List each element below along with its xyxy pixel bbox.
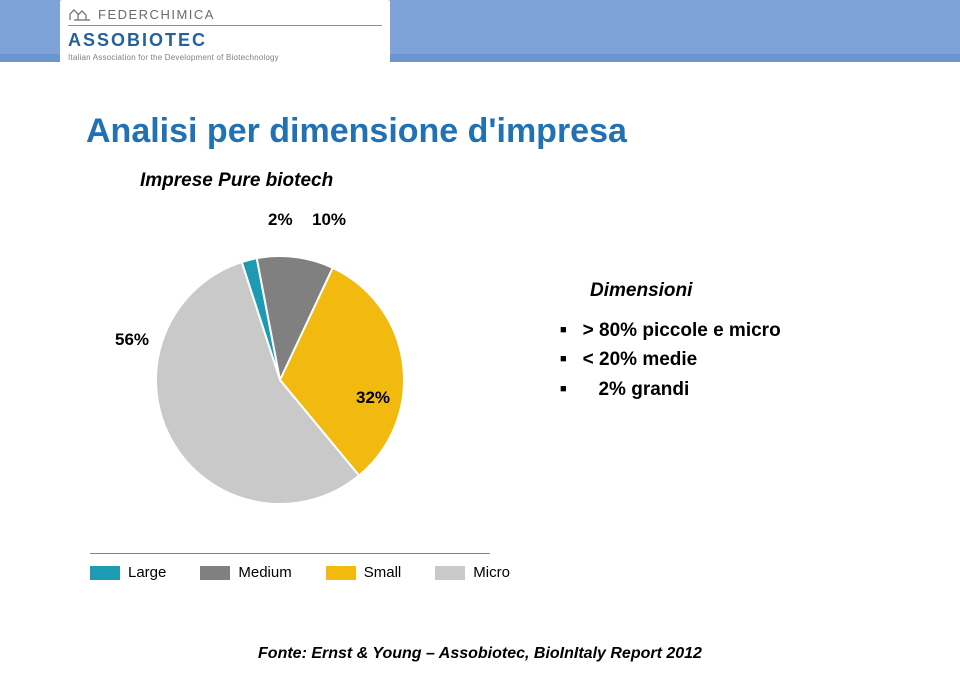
legend: Large Medium Small Micro bbox=[90, 553, 490, 581]
legend-rule bbox=[90, 553, 490, 554]
pie-svg bbox=[100, 210, 460, 530]
legend-item-large: Large bbox=[90, 564, 166, 581]
dimensioni-item: 2% grandi bbox=[560, 375, 920, 404]
legend-item-small: Small bbox=[326, 564, 402, 581]
dimensioni-heading: Dimensioni bbox=[590, 280, 920, 302]
legend-label: Micro bbox=[473, 564, 510, 581]
pie-chart: 2% 10% 32% 56% bbox=[100, 210, 460, 530]
dimensioni-item-text: > 80% piccole e micro bbox=[583, 316, 781, 345]
brand-divider bbox=[68, 25, 382, 26]
legend-swatch-small bbox=[326, 566, 356, 580]
dimensioni-item: > 80% piccole e micro bbox=[560, 316, 920, 345]
dimensioni-item-text: 2% grandi bbox=[583, 375, 690, 404]
legend-swatch-micro bbox=[435, 566, 465, 580]
legend-label: Medium bbox=[238, 564, 291, 581]
brand-tagline: Italian Association for the Development … bbox=[68, 53, 382, 62]
brand-logo-block: FEDERCHIMICA ASSOBIOTEC Italian Associat… bbox=[60, 0, 390, 74]
dimensioni-item-text: < 20% medie bbox=[583, 345, 698, 374]
legend-item-micro: Micro bbox=[435, 564, 510, 581]
page: FEDERCHIMICA ASSOBIOTEC Italian Associat… bbox=[0, 0, 960, 683]
chart-subtitle: Imprese Pure biotech bbox=[140, 170, 333, 192]
brand-assobiotec: ASSOBIOTEC bbox=[68, 30, 382, 51]
brand-federchimica-text: FEDERCHIMICA bbox=[98, 7, 215, 22]
pie-label-small: 32% bbox=[356, 388, 390, 408]
pie-label-large: 2% bbox=[268, 210, 293, 230]
pie-label-medium: 10% bbox=[312, 210, 346, 230]
source-footer: Fonte: Ernst & Young – Assobiotec, BioIn… bbox=[0, 645, 960, 663]
dimensioni-block: Dimensioni > 80% piccole e micro < 20% m… bbox=[560, 280, 920, 404]
page-title: Analisi per dimensione d'impresa bbox=[86, 112, 627, 151]
dimensioni-item: < 20% medie bbox=[560, 345, 920, 374]
legend-swatch-large bbox=[90, 566, 120, 580]
pie-label-micro: 56% bbox=[115, 330, 149, 350]
legend-row: Large Medium Small Micro bbox=[90, 564, 490, 581]
legend-item-medium: Medium bbox=[200, 564, 291, 581]
federchimica-icon bbox=[68, 6, 92, 22]
top-banner: FEDERCHIMICA ASSOBIOTEC Italian Associat… bbox=[0, 0, 960, 76]
legend-label: Small bbox=[364, 564, 402, 581]
legend-swatch-medium bbox=[200, 566, 230, 580]
legend-label: Large bbox=[128, 564, 166, 581]
dimensioni-list: > 80% piccole e micro < 20% medie 2% gra… bbox=[560, 316, 920, 404]
brand-federchimica: FEDERCHIMICA bbox=[68, 6, 382, 22]
